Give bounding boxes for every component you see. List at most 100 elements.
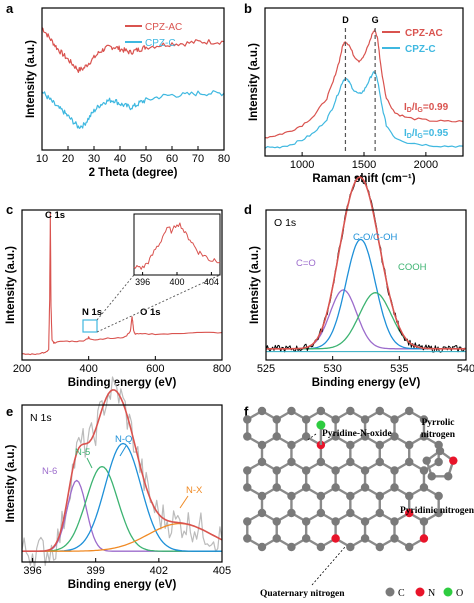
inset-frame	[133, 213, 221, 276]
label-c-o-double: C=O	[296, 258, 316, 269]
peak-annotation-n1s: N 1s	[82, 307, 102, 318]
panel-e-y-axis-label: Intensity (a.u.)	[5, 444, 17, 522]
ratio-label-0: ID/IG=0.99	[404, 102, 449, 114]
carbon-atom	[243, 432, 252, 441]
carbon-atom	[405, 440, 414, 450]
carbon-atom	[390, 534, 399, 543]
carbon-atom	[390, 517, 399, 526]
series-line-cpz-ac	[264, 29, 464, 139]
carbon-atom	[360, 483, 370, 492]
legend-atom-label-c: C	[398, 588, 405, 599]
n-doped-graphene-structure: Pyridine-N-oxide Pyrrolic nitrogen Pyridini…	[243, 406, 474, 599]
pointer-line	[311, 546, 346, 586]
carbon-atom	[301, 415, 311, 424]
legend-label-cpz-ac: CPZ-AC	[145, 22, 182, 33]
pointer-nq	[119, 445, 127, 457]
n1s-zoom-box	[82, 319, 98, 333]
series-line-cpz-ac	[41, 27, 225, 74]
carbon-atom	[331, 415, 340, 424]
carbon-atom	[405, 491, 414, 501]
inset-x-tick-label: 400	[169, 277, 184, 287]
carbon-atom	[272, 466, 281, 475]
carbon-atom	[419, 432, 429, 441]
inset-n1s-line	[133, 222, 221, 270]
panel-letter-b: b	[244, 1, 252, 16]
label-nq: N-Q	[115, 434, 132, 445]
carbon-atom	[375, 406, 384, 416]
peak-label-g: G	[372, 15, 379, 25]
carbon-atom	[257, 542, 267, 552]
carbon-atom	[287, 491, 296, 501]
carbon-atom	[243, 534, 252, 543]
inset-x-tick-label: 396	[135, 277, 150, 287]
carbon-atom	[375, 440, 384, 450]
zoom-connector	[96, 274, 135, 321]
panel-b-x-tick-label: 2000	[414, 159, 438, 171]
panel-d-x-axis-label: Binding energy (eV)	[312, 377, 421, 389]
carbon-atom	[419, 483, 429, 492]
carbon-atom	[419, 415, 429, 424]
panel-letter-f: f	[244, 404, 249, 419]
panel-e-x-tick-label: 399	[87, 565, 105, 577]
carbon-atom	[444, 472, 453, 481]
panel-e: 396 399 402 405 Binding energy (eV) Intensity…	[5, 376, 231, 591]
carbon-atom	[257, 440, 267, 450]
label-pyrrolic: Pyrrolic	[421, 418, 454, 428]
nitrogen-atom	[449, 456, 458, 465]
carbon-atom	[257, 406, 267, 416]
carbon-atom	[346, 491, 355, 501]
survey-spectrum-line	[21, 211, 223, 356]
label-n5: N-5	[75, 447, 90, 458]
carbon-atom	[405, 542, 414, 552]
fit-envelope-line	[22, 389, 223, 553]
carbon-atom	[331, 517, 340, 526]
panel-b-x-tick-label: 1000	[290, 159, 314, 171]
panel-letter-c: c	[6, 202, 13, 217]
carbon-atom	[390, 415, 399, 424]
label-cooh: COOH	[398, 262, 427, 273]
carbon-atom	[272, 432, 281, 441]
panel-a-x-axis-label: 2 Theta (degree)	[89, 167, 178, 179]
panel-b-x-tick-label: 1500	[352, 159, 376, 171]
panel-a-x-tick-label: 20	[62, 153, 74, 165]
label-pyrrolic-nitrogen: nitrogen	[421, 430, 456, 440]
carbon-atom	[360, 466, 370, 475]
panel-d-plot-frame	[265, 209, 467, 361]
panel-d-x-tick-label: 530	[323, 363, 341, 375]
label-quaternary-nitrogen: Quaternary nitrogen	[260, 589, 345, 599]
carbon-atom	[375, 457, 384, 467]
carbon-atom	[257, 457, 267, 467]
carbon-atom	[434, 491, 443, 501]
panel-b-y-axis-label: Intensity (a.u.)	[248, 43, 260, 121]
label-n6: N-6	[42, 466, 57, 477]
nitrogen-atom	[405, 508, 414, 518]
panel-d-y-axis-label: Intensity (a.u.)	[249, 246, 261, 324]
panel-e-title: N 1s	[30, 412, 52, 424]
panel-c-x-tick-label: 600	[146, 363, 164, 375]
carbon-atom	[346, 508, 355, 518]
peak-annotation-c1s: C 1s	[45, 210, 65, 221]
panel-letter-d: d	[244, 202, 252, 217]
carbon-atom	[316, 542, 326, 552]
carbon-atom	[287, 440, 296, 450]
carbon-atom	[405, 406, 414, 416]
legend-atom-c	[385, 587, 395, 597]
carbon-atom	[375, 491, 384, 501]
carbon-atom	[346, 406, 355, 416]
legend-atom-n	[415, 587, 425, 597]
pointer-nx	[179, 495, 189, 509]
carbon-atom	[331, 432, 340, 441]
carbon-atom	[346, 457, 355, 467]
legend-atom-label-o: O	[456, 588, 463, 599]
carbon-atom	[287, 508, 296, 518]
panel-a-x-tick-label: 50	[140, 153, 152, 165]
panel-e-x-axis-label: Binding energy (eV)	[68, 579, 177, 591]
raw-data-line	[21, 376, 223, 569]
carbon-atom	[331, 466, 340, 475]
carbon-atom	[272, 534, 281, 543]
ratio-label-1: ID/IG=0.95	[404, 128, 449, 140]
panel-c-y-axis-label: Intensity (a.u.)	[5, 246, 17, 324]
panel-c-x-tick-label: 200	[13, 363, 31, 375]
carbon-atom	[331, 483, 340, 492]
panel-e-x-tick-label: 396	[23, 565, 41, 577]
